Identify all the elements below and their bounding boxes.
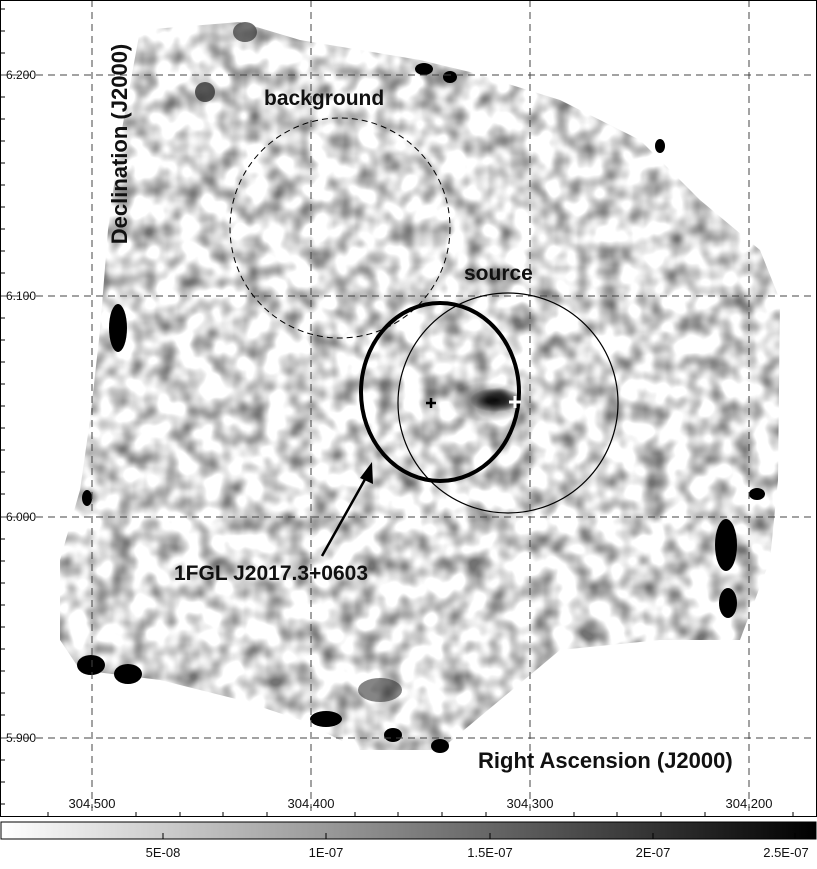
colorbar-tick-label: 2.5E-07 xyxy=(763,845,809,860)
ra-tick-label: 304.200 xyxy=(725,796,773,811)
ra-tick-label: 304.300 xyxy=(506,796,554,811)
ra-tick-label: 304.400 xyxy=(287,796,335,811)
dec-tick-label: 6.200 xyxy=(6,68,37,82)
colorbar xyxy=(0,821,817,840)
fermi-source-label: 1FGL J2017.3+0603 xyxy=(174,562,369,585)
source-label: source xyxy=(464,262,533,285)
colorbar-ticks xyxy=(162,833,796,839)
source-region-circle xyxy=(397,292,619,514)
colorbar-tick-label: 5E-08 xyxy=(145,845,181,860)
background-region-circle xyxy=(229,117,451,339)
y-axis-label: Declination (J2000) xyxy=(107,43,132,245)
emission-blobs xyxy=(77,22,765,753)
x-axis-label: Right Ascension (J2000) xyxy=(478,748,733,773)
fermi-error-ellipse xyxy=(359,301,521,483)
ra-tick-label: 304.500 xyxy=(68,796,116,811)
coordinate-grid xyxy=(0,0,817,817)
colorbar-tick-label: 2E-07 xyxy=(635,845,671,860)
dec-tick-label: 5.900 xyxy=(6,731,37,745)
colorbar-tick-label: 1.5E-07 xyxy=(467,845,513,860)
colorbar-tick-label: 1E-07 xyxy=(308,845,344,860)
dec-tick-label: 6.100 xyxy=(6,289,37,303)
background-label: background xyxy=(264,87,385,110)
dec-tick-label: 6.000 xyxy=(6,510,37,524)
source-position-cross xyxy=(509,396,521,408)
annotation-arrow xyxy=(320,462,373,557)
fermi-position-cross xyxy=(426,398,436,408)
